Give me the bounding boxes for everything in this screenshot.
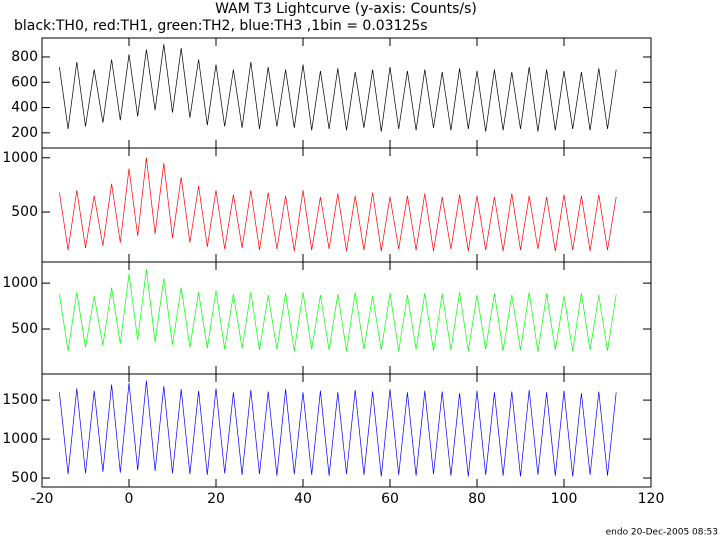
chart-subtitle: black:TH0, red:TH1, green:TH2, blue:TH3 … [14, 18, 428, 34]
chart-title: WAM T3 Lightcurve (y-axis: Counts/s) [215, 1, 477, 17]
panel-frame [41, 147, 652, 263]
y-tick-label: 1500 [2, 392, 38, 408]
y-tick-label: 800 [11, 49, 38, 65]
y-tick-label: 1000 [2, 150, 38, 166]
lightcurve [59, 157, 617, 252]
lightcurve [59, 380, 617, 477]
panel-frame [41, 261, 652, 375]
x-tick-label: -20 [31, 491, 54, 507]
y-tick-label: 1000 [2, 275, 38, 291]
x-tick-label: 100 [551, 491, 578, 507]
x-tick-label: 120 [638, 491, 665, 507]
x-tick-label: 0 [125, 491, 134, 507]
y-tick-label: 500 [11, 204, 38, 220]
y-tick-label: 400 [11, 100, 38, 116]
footer: endo 20-Dec-2005 08:53 [606, 528, 718, 538]
y-tick-label: 500 [11, 470, 38, 486]
x-tick-label: 60 [381, 491, 399, 507]
lightcurve [59, 269, 617, 353]
lightcurve [59, 44, 617, 132]
x-tick-label: 40 [294, 491, 312, 507]
y-tick-label: 500 [11, 321, 38, 337]
x-tick-label: 80 [468, 491, 486, 507]
y-tick-label: 200 [11, 125, 38, 141]
y-tick-label: 1000 [2, 431, 38, 447]
panel-frame [41, 373, 652, 488]
panel-frame [41, 37, 652, 149]
x-tick-label: 20 [207, 491, 225, 507]
y-tick-label: 600 [11, 74, 38, 90]
